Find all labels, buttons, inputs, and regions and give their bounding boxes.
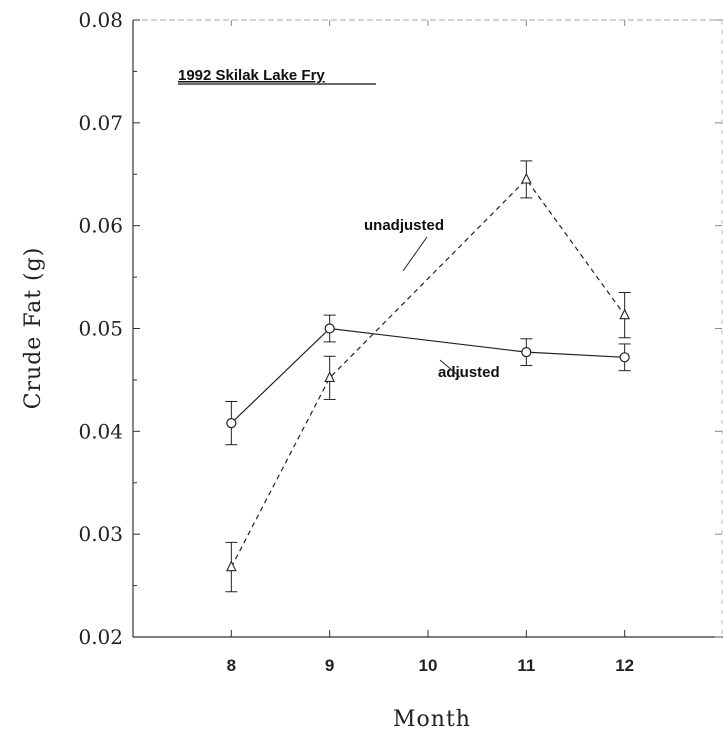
data-point-triangle: [619, 308, 631, 320]
y-tick-label: 0.03: [78, 522, 123, 546]
x-axis-title: Month: [393, 707, 471, 732]
data-point-circle: [521, 347, 532, 358]
x-tick-label: 12: [615, 656, 634, 675]
y-tick-label: 0.02: [78, 625, 123, 649]
data-point-triangle: [324, 371, 336, 383]
x-axis-ticks: 8 9 10 11 12: [227, 20, 634, 675]
data-point-circle: [619, 352, 630, 363]
data-point-triangle: [225, 560, 237, 572]
series-line-adjusted: [230, 327, 625, 424]
x-tick-label: 9: [325, 656, 334, 675]
series-adjusted: [225, 314, 631, 446]
y-tick-label: 0.07: [78, 111, 123, 135]
x-tick-label: 11: [517, 656, 535, 675]
data-point-circle: [324, 323, 335, 334]
data-point-circle: [226, 418, 237, 429]
annotation-adjusted: adjusted: [438, 364, 500, 381]
y-tick-label: 0.04: [78, 419, 123, 443]
series-unadjusted: [225, 160, 631, 593]
annotation-unadjusted-pointer: [402, 236, 428, 272]
x-tick-label: 8: [227, 656, 236, 675]
data-point-triangle: [520, 172, 532, 184]
chart-title: 1992 Skilak Lake Fry: [178, 67, 325, 84]
annotation-unadjusted: unadjusted: [364, 217, 444, 234]
series-layer: [225, 160, 631, 593]
y-axis-title: Crude Fat (g): [21, 247, 46, 410]
axes: [132, 19, 723, 638]
y-tick-label: 0.08: [78, 8, 123, 32]
y-tick-label: 0.05: [78, 317, 123, 341]
annotation-adjusted-pointer: [439, 359, 461, 378]
y-tick-label: 0.06: [78, 214, 123, 238]
x-tick-label: 10: [419, 656, 438, 675]
y-axis-ticks: 0.02 0.03 0.04 0.05 0.06 0.07 0.08: [78, 8, 722, 649]
series-line-unadjusted: [230, 178, 626, 568]
